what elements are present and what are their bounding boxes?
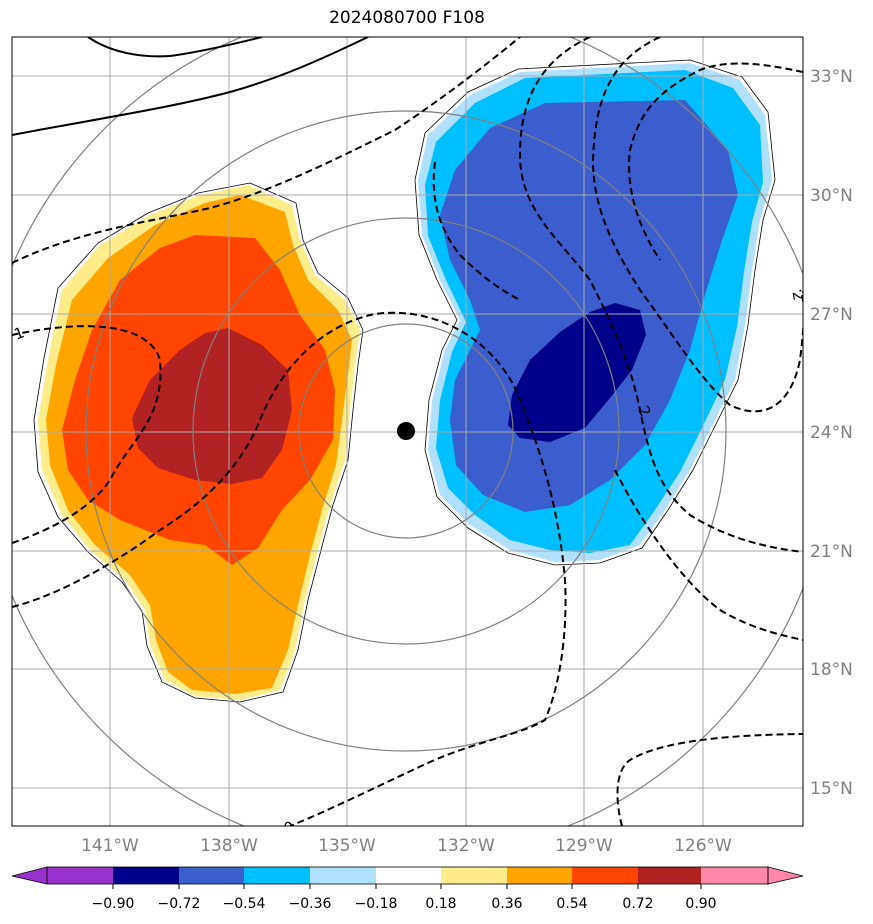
colorbar-tick-label: 0.72 (622, 896, 653, 912)
lat-label: 21°N (810, 542, 853, 562)
colorbar-tick-label: −0.90 (92, 896, 135, 912)
colorbar-swatch (244, 867, 310, 884)
colorbar-ticks (112, 884, 702, 889)
colorbar-swatch (310, 867, 376, 884)
colorbar-swatch (113, 867, 179, 884)
lon-label: 135°W (318, 836, 376, 856)
colorbar-tick-label: −0.72 (158, 896, 201, 912)
colorbar-swatch (572, 867, 638, 884)
latitude-labels: 33°N 30°N 27°N 24°N 21°N 18°N 15°N (810, 67, 853, 799)
range-ring-2 (192, 217, 620, 645)
colorbar-tick-label: −0.54 (223, 896, 266, 912)
colorbar-frame (46, 866, 769, 885)
neg-zero-outline (414, 59, 776, 566)
map-title: 2024080700 F108 (329, 8, 485, 28)
dashed-contour-i (614, 469, 803, 641)
colorbar-extend-high (767, 866, 804, 885)
plot-frame (11, 36, 804, 827)
colorbar-tick-label: −0.36 (289, 896, 332, 912)
dashed-contour-d (518, 37, 803, 553)
colorbar-swatch (47, 867, 113, 884)
graticule (12, 37, 803, 826)
lat-label: 15°N (810, 779, 853, 799)
colorbar-swatch (638, 867, 701, 884)
lon-label: 129°W (555, 836, 613, 856)
solid-contour-top (87, 37, 263, 58)
colorbar-tick-labels: −0.90 −0.72 −0.54 −0.36 −0.18 0.18 0.36 … (92, 896, 717, 912)
dashed-contour-g (432, 161, 521, 301)
colorbar-tick-label: −0.18 (355, 896, 398, 912)
dashed-contours (12, 37, 803, 826)
colorbar-tick-label: 0.90 (685, 896, 716, 912)
neg-level-4 (508, 303, 646, 442)
colorbar-swatch (376, 867, 441, 884)
colorbar-tick-label: 0.18 (425, 896, 456, 912)
range-rings (12, 37, 803, 826)
lat-label: 33°N (810, 67, 853, 87)
colorbar-swatch (507, 867, 572, 884)
colorbar-tick-label: 0.54 (556, 896, 587, 912)
contour-label-2b: 2 (788, 289, 807, 302)
contour-label-0: 0 (281, 817, 298, 837)
longitude-labels: 141°W 138°W 135°W 132°W 129°W 126°W (81, 836, 732, 856)
lat-label: 27°N (810, 305, 853, 325)
lon-label: 141°W (81, 836, 139, 856)
dashed-contour-a (12, 37, 521, 264)
storm-center-marker (397, 422, 415, 440)
colorbar-tick-label: 0.36 (491, 896, 522, 912)
colorbar-swatch (441, 867, 507, 884)
pos-level-4 (132, 328, 292, 484)
colorbar: −0.90 −0.72 −0.54 −0.36 −0.18 0.18 0.36 … (11, 866, 804, 912)
solid-contours (12, 37, 369, 136)
dashed-contour-h (616, 733, 803, 826)
lon-label: 138°W (200, 836, 258, 856)
range-ring-1 (298, 323, 514, 539)
dashed-contour-b (12, 325, 162, 544)
lon-label: 126°W (674, 836, 732, 856)
lat-label: 24°N (810, 423, 853, 443)
dashed-contour-e (591, 37, 803, 413)
range-ring-3 (85, 110, 727, 752)
colorbar-swatch (179, 867, 244, 884)
colorbar-swatch (701, 867, 768, 884)
dashed-contour-c (12, 311, 567, 826)
colorbar-extend-low (11, 866, 48, 885)
solid-contour-upper (12, 37, 369, 136)
plot-area: 1 2 2 0 (12, 37, 807, 837)
lon-label: 132°W (437, 836, 495, 856)
lat-label: 18°N (810, 660, 853, 680)
pos-zero-outline (33, 182, 364, 703)
lat-label: 30°N (810, 186, 853, 206)
